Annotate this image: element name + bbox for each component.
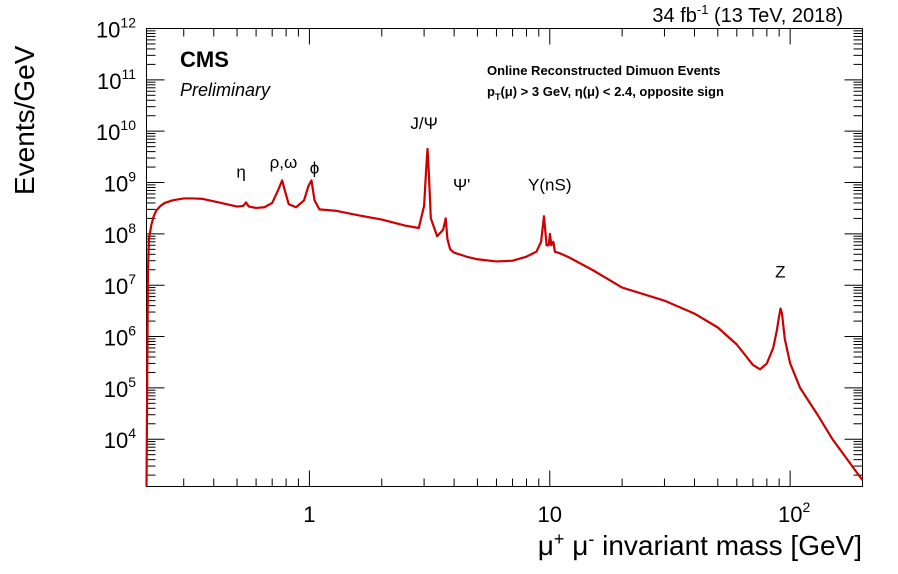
y-tick-label: 109 xyxy=(104,169,136,197)
lumi-label: 34 fb-1 (13 TeV, 2018) xyxy=(652,2,843,27)
resonance-label: Z xyxy=(775,263,785,282)
resonance-label: Υ(nS) xyxy=(528,175,571,194)
y-tick-label: 108 xyxy=(104,220,136,248)
y-tick-label: 1011 xyxy=(97,66,136,94)
y-tick-label: 105 xyxy=(104,374,136,402)
x-axis-label: μ+ μ- invariant mass [GeV] xyxy=(538,529,862,561)
info-line-2: pT(μ) > 3 GeV, η(μ) < 2.4, opposite sign xyxy=(487,84,724,102)
resonance-label: ρ,ω xyxy=(270,153,298,172)
resonance-annotations: η ρ,ω ϕ J/Ψ Ψ' Υ(nS) Z xyxy=(236,114,785,282)
y-tick-label: 107 xyxy=(104,271,136,299)
x-tick-label: 10 xyxy=(538,502,562,527)
series-line xyxy=(145,147,864,487)
resonance-label: η xyxy=(236,163,245,182)
y-tick-label: 106 xyxy=(104,323,136,351)
x-tick-label: 1 xyxy=(303,502,315,527)
plot-frame xyxy=(146,28,863,487)
preliminary-label: Preliminary xyxy=(180,80,271,100)
axis-tick-labels: 1 10 102 104 105 106 107 108 109 1010 1011 1012 xyxy=(96,15,811,528)
y-axis-label: Events/GeV xyxy=(9,45,40,195)
x-tick-label: 102 xyxy=(778,499,810,527)
resonance-label: ϕ xyxy=(310,158,320,177)
cms-label: CMS xyxy=(180,47,229,72)
y-tick-label: 1012 xyxy=(96,15,136,43)
y-tick-label: 104 xyxy=(104,425,136,453)
y-tick-label: 1010 xyxy=(96,117,136,145)
resonance-label: J/Ψ xyxy=(410,114,437,133)
info-line-1: Online Reconstructed Dimuon Events xyxy=(487,63,720,78)
resonance-label: Ψ' xyxy=(453,175,470,194)
